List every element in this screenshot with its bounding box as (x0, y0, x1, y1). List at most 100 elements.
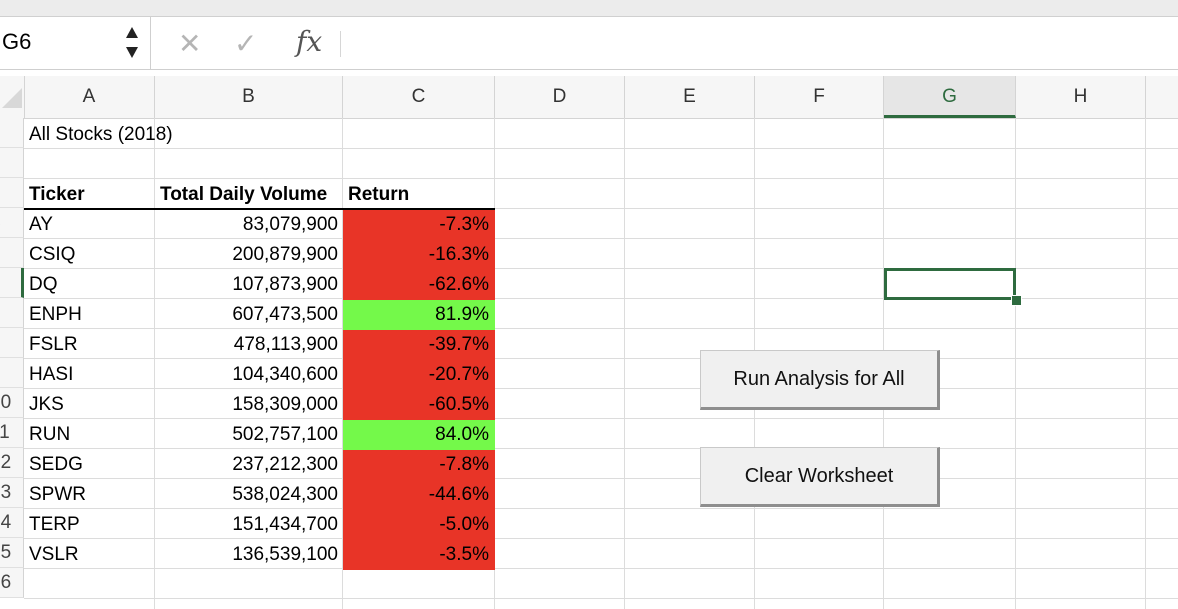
row-header-5[interactable]: 5 (0, 238, 24, 268)
select-all-icon (2, 88, 22, 108)
row-gridline (24, 568, 1178, 569)
clear-worksheet-button[interactable]: Clear Worksheet (700, 447, 940, 507)
row-header-13[interactable]: 13 (0, 478, 24, 508)
return-cell[interactable]: -16.3% (343, 240, 495, 270)
row-gridline (24, 538, 1178, 539)
ticker-cell[interactable]: VSLR (29, 544, 79, 565)
return-cell[interactable]: -7.3% (343, 210, 495, 240)
row-header-3[interactable]: 3 (0, 178, 24, 208)
formula-bar-divider (340, 31, 341, 57)
ticker-cell[interactable]: SEDG (29, 454, 83, 475)
row-gridline (24, 478, 1178, 479)
row-gridline (24, 148, 1178, 149)
return-cell[interactable]: 84.0% (343, 420, 495, 450)
row-gridline (24, 418, 1178, 419)
ticker-cell[interactable]: CSIQ (29, 244, 76, 265)
row-gridline (24, 448, 1178, 449)
return-cell[interactable]: 81.9% (343, 300, 495, 330)
column-header-c[interactable]: C (343, 76, 495, 118)
column-header-f[interactable]: F (755, 76, 884, 118)
row-gridline (24, 508, 1178, 509)
row-gridline (24, 328, 1178, 329)
name-box-stepper-icon[interactable] (122, 25, 142, 61)
row-header-16[interactable]: 16 (0, 568, 24, 598)
ticker-cell[interactable]: HASI (29, 364, 74, 385)
name-box[interactable]: G6 (0, 17, 151, 69)
ticker-cell[interactable]: AY (29, 214, 53, 235)
column-header-g[interactable]: G (884, 76, 1016, 118)
column-header-d[interactable]: D (495, 76, 625, 118)
chevron-up-icon[interactable] (126, 27, 138, 38)
return-cell[interactable]: -20.7% (343, 360, 495, 390)
column-header-a[interactable]: A (24, 76, 155, 118)
return-cell[interactable]: -3.5% (343, 540, 495, 570)
row-header-9[interactable]: 9 (0, 358, 24, 388)
fill-handle[interactable] (1011, 295, 1022, 306)
row-header-8[interactable]: 8 (0, 328, 24, 358)
return-cell[interactable]: -39.7% (343, 330, 495, 360)
cell-a1-sheet-title[interactable]: All Stocks (2018) (29, 124, 173, 145)
active-cell-selection[interactable] (884, 268, 1016, 300)
column-gridline (1015, 118, 1016, 609)
volume-cell[interactable]: 158,309,000 (232, 394, 338, 415)
return-cell[interactable]: -5.0% (343, 510, 495, 540)
column-header-e[interactable]: E (625, 76, 755, 118)
row-gridline (24, 388, 1178, 389)
row-header-4[interactable]: 4 (0, 208, 24, 238)
formula-input[interactable] (350, 27, 1170, 59)
insert-function-icon[interactable]: fx (296, 25, 323, 58)
volume-cell[interactable]: 83,079,900 (242, 214, 338, 235)
row-header-11[interactable]: 11 (0, 418, 24, 448)
header-bottom-border (24, 208, 495, 210)
formula-bar: G6 ✕ ✓ fx (0, 17, 1178, 70)
row-gridline (24, 268, 1178, 269)
volume-cell[interactable]: 136,539,100 (232, 544, 338, 565)
return-cell[interactable]: -60.5% (343, 390, 495, 420)
ticker-cell[interactable]: RUN (29, 424, 71, 445)
volume-cell[interactable]: 107,873,900 (232, 274, 338, 295)
cancel-icon[interactable]: ✕ (178, 28, 202, 59)
enter-check-icon[interactable]: ✓ (234, 28, 258, 59)
row-header-2[interactable]: 2 (0, 148, 24, 178)
return-cell[interactable]: -7.8% (343, 450, 495, 480)
row-gridline (24, 298, 1178, 299)
name-box-value[interactable]: G6 (2, 29, 32, 54)
volume-cell[interactable]: 200,879,900 (232, 244, 338, 265)
row-header-15[interactable]: 15 (0, 538, 24, 568)
header-return[interactable]: Return (348, 184, 410, 205)
ticker-cell[interactable]: ENPH (29, 304, 82, 325)
volume-cell[interactable]: 607,473,500 (232, 304, 338, 325)
row-header-7[interactable]: 7 (0, 298, 24, 328)
row-header-12[interactable]: 12 (0, 448, 24, 478)
return-cell[interactable]: -44.6% (343, 480, 495, 510)
header-total-daily-volume[interactable]: Total Daily Volume (160, 184, 328, 205)
ticker-cell[interactable]: JKS (29, 394, 64, 415)
row-gridline (24, 238, 1178, 239)
volume-cell[interactable]: 104,340,600 (232, 364, 338, 385)
header-ticker[interactable]: Ticker (29, 184, 85, 205)
row-gridline (24, 208, 1178, 209)
volume-cell[interactable]: 151,434,700 (232, 514, 338, 535)
row-header-6[interactable]: 6 (0, 268, 24, 298)
volume-cell[interactable]: 478,113,900 (233, 334, 338, 355)
select-all-corner[interactable] (0, 76, 25, 118)
volume-cell[interactable]: 502,757,100 (232, 424, 338, 445)
column-header-b[interactable]: B (155, 76, 343, 118)
ticker-cell[interactable]: DQ (29, 274, 58, 295)
ticker-cell[interactable]: SPWR (29, 484, 86, 505)
ticker-cell[interactable]: FSLR (29, 334, 78, 355)
volume-cell[interactable]: 538,024,300 (232, 484, 338, 505)
row-header-10[interactable]: 10 (0, 388, 24, 418)
column-header-h[interactable]: H (1016, 76, 1146, 118)
volume-cell[interactable]: 237,212,300 (232, 454, 338, 475)
row-gridline (24, 598, 1178, 599)
row-header-1[interactable]: 1 (0, 118, 24, 148)
run-analysis-button[interactable]: Run Analysis for All (700, 350, 940, 410)
return-cell[interactable]: -62.6% (343, 270, 495, 300)
chevron-down-icon[interactable] (126, 47, 138, 58)
row-header-14[interactable]: 14 (0, 508, 24, 538)
ticker-cell[interactable]: TERP (29, 514, 80, 535)
row-gridline (24, 178, 1178, 179)
